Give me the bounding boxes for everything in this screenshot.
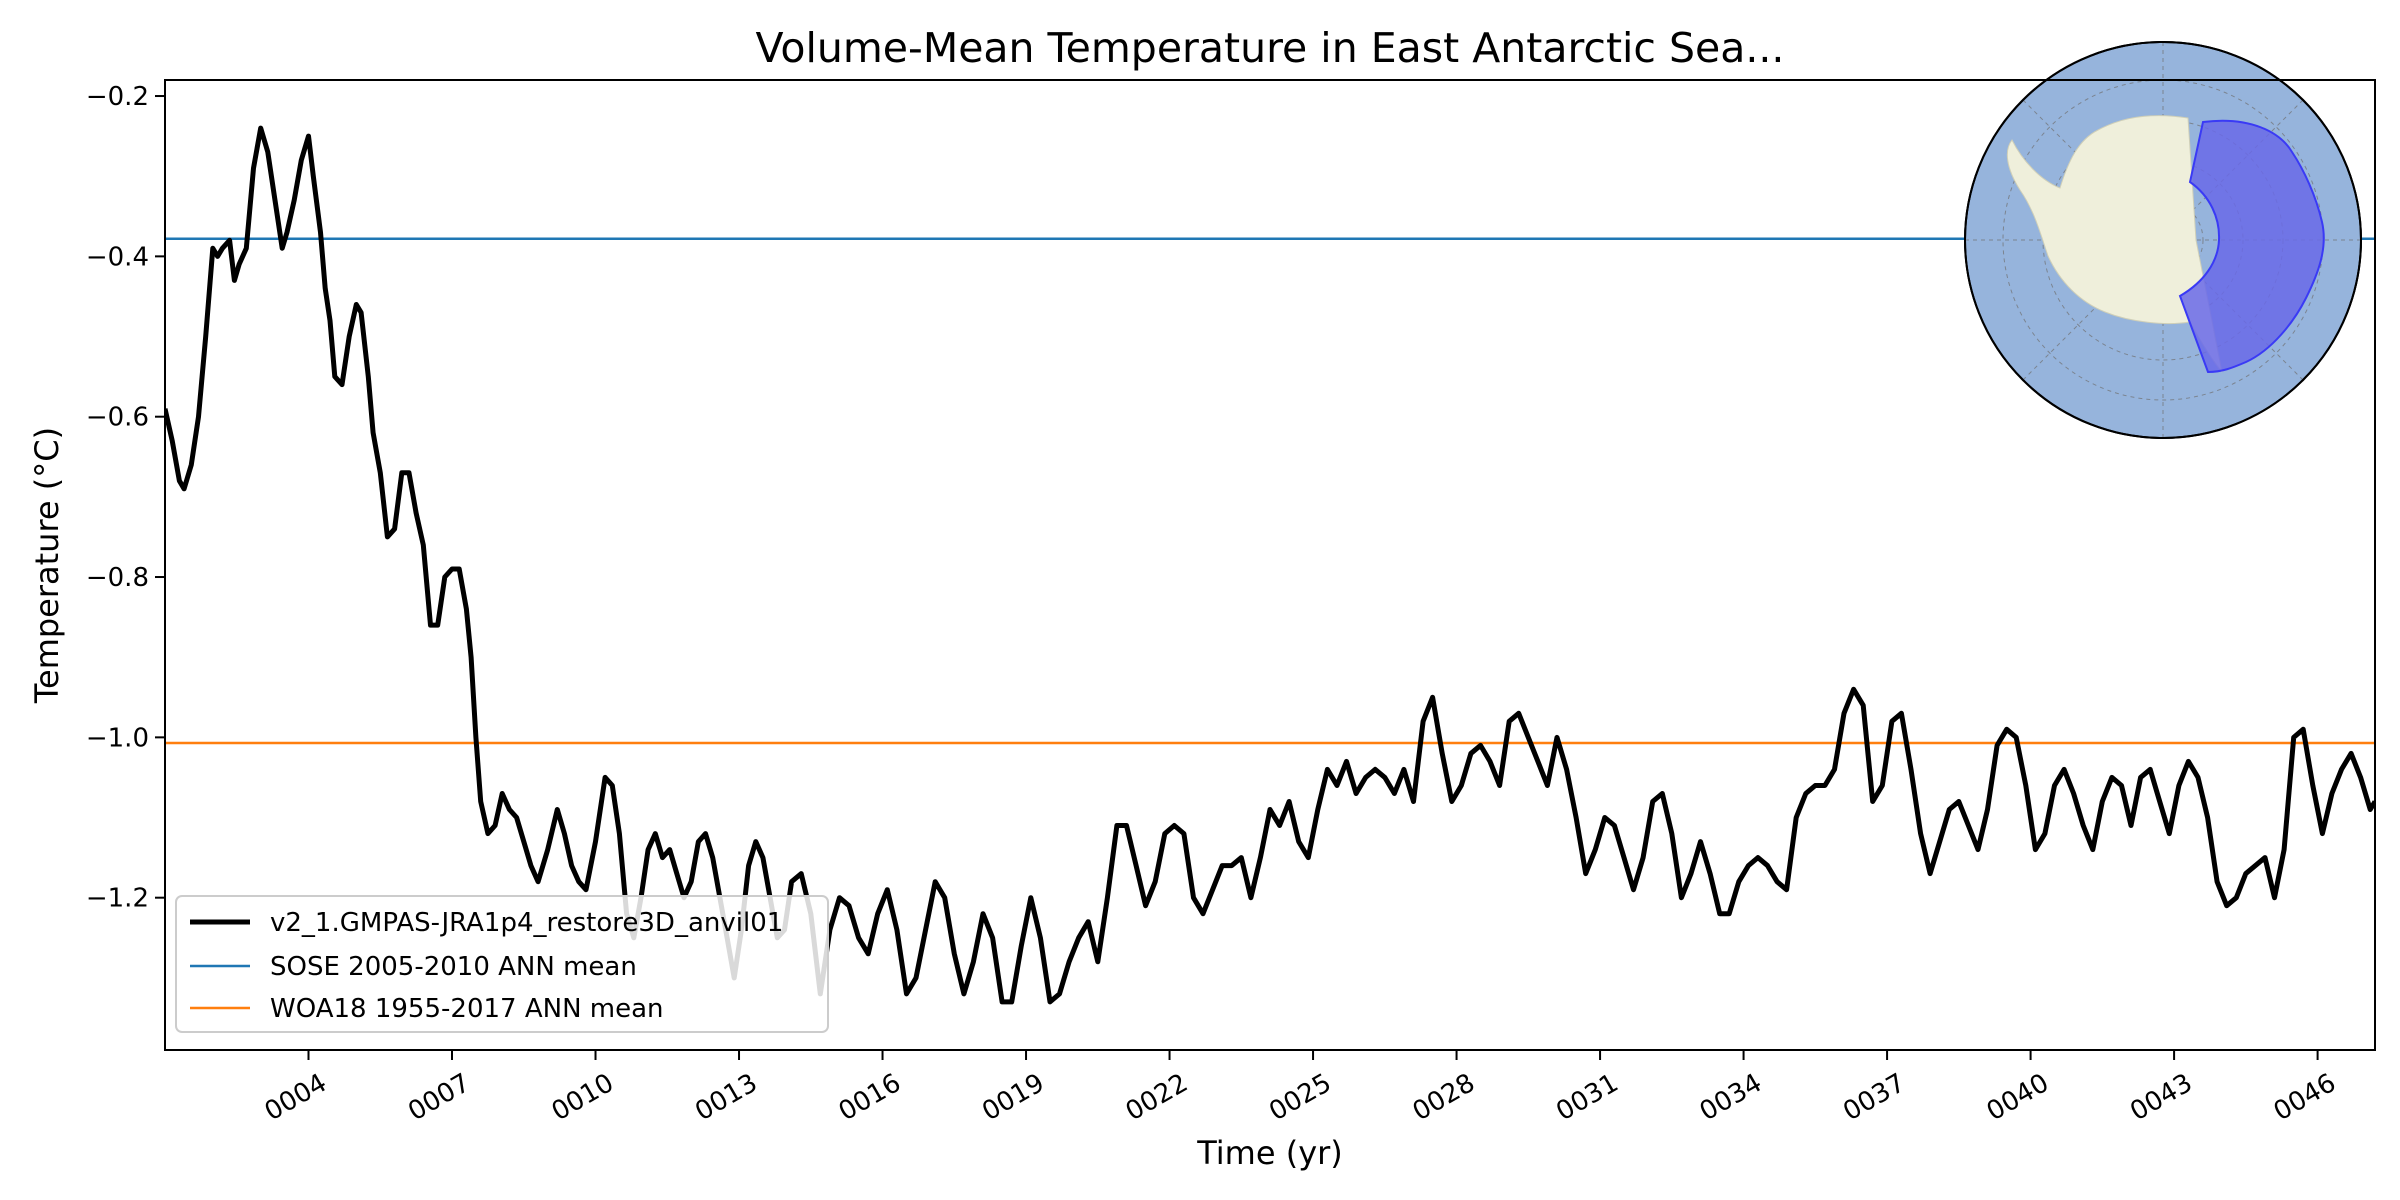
legend-entry-model: v2_1.GMPAS-JRA1p4_restore3D_anvil01: [270, 908, 783, 938]
y-tick-label: −0.6: [86, 403, 149, 433]
x-tick-label: 0022: [1121, 1068, 1193, 1127]
x-tick-label: 0028: [1408, 1068, 1480, 1127]
x-tick-label: 0043: [2125, 1068, 2197, 1127]
x-tick-label: 0007: [403, 1068, 475, 1127]
x-tick-label: 0010: [547, 1068, 619, 1127]
y-tick-label: −0.4: [86, 242, 149, 272]
legend-entry-woa18: WOA18 1955-2017 ANN mean: [270, 994, 664, 1024]
x-tick-label: 0025: [1264, 1068, 1336, 1127]
x-tick-label: 0040: [1982, 1068, 2054, 1127]
y-tick-label: −1.2: [86, 884, 149, 914]
x-tick-label: 0004: [260, 1068, 332, 1127]
x-tick-label: 0016: [834, 1068, 906, 1127]
legend-box: [175, 895, 829, 1033]
y-tick-label: −0.8: [86, 563, 149, 593]
y-axis-ticks: −1.2 −1.0 −0.8 −0.6 −0.4 −0.2: [86, 82, 165, 914]
y-tick-label: −1.0: [86, 723, 149, 753]
x-axis-label: Time (yr): [1196, 1134, 1343, 1172]
x-tick-label: 0034: [1695, 1068, 1767, 1127]
x-axis-ticks: 0004 0007 0010 0013 0016 0019 0022 0025 0028 0031…: [260, 1050, 2341, 1127]
chart-title: Volume-Mean Temperature in East Antarcti…: [756, 24, 1785, 72]
y-axis-label: Temperature (°C): [28, 427, 66, 704]
x-tick-label: 0037: [1838, 1068, 1910, 1127]
plot-frame: [164, 79, 2376, 1051]
x-tick-label: 0031: [1551, 1068, 1623, 1127]
legend: v2_1.GMPAS-JRA1p4_restore3D_anvil01 SOSE…: [175, 895, 829, 1033]
x-tick-label: 0046: [2269, 1068, 2341, 1127]
legend-entry-sose: SOSE 2005-2010 ANN mean: [270, 952, 637, 982]
y-tick-label: −0.2: [86, 82, 149, 112]
x-tick-label: 0013: [690, 1068, 762, 1127]
antarctica-inset-map: [1964, 41, 2362, 439]
series-line-model: [165, 125, 2375, 1005]
x-tick-label: 0019: [977, 1068, 1049, 1127]
